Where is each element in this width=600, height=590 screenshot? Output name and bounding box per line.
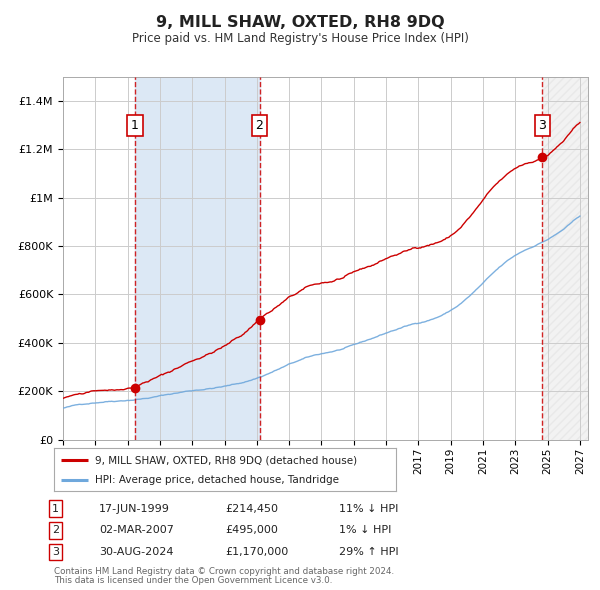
Text: 02-MAR-2007: 02-MAR-2007: [99, 526, 174, 535]
Text: 9, MILL SHAW, OXTED, RH8 9DQ (detached house): 9, MILL SHAW, OXTED, RH8 9DQ (detached h…: [95, 455, 357, 466]
Text: 30-AUG-2024: 30-AUG-2024: [99, 548, 173, 557]
Text: £1,170,000: £1,170,000: [225, 548, 288, 557]
Text: This data is licensed under the Open Government Licence v3.0.: This data is licensed under the Open Gov…: [54, 576, 332, 585]
Text: Price paid vs. HM Land Registry's House Price Index (HPI): Price paid vs. HM Land Registry's House …: [131, 32, 469, 45]
Text: 2: 2: [256, 119, 263, 132]
Text: HPI: Average price, detached house, Tandridge: HPI: Average price, detached house, Tand…: [95, 476, 339, 485]
Bar: [542, 77, 588, 440]
Text: 29% ↑ HPI: 29% ↑ HPI: [339, 548, 398, 557]
Bar: [135, 77, 260, 440]
Text: 1: 1: [131, 119, 139, 132]
Text: 1: 1: [52, 504, 59, 513]
Text: 9, MILL SHAW, OXTED, RH8 9DQ: 9, MILL SHAW, OXTED, RH8 9DQ: [155, 15, 445, 30]
Text: 3: 3: [538, 119, 546, 132]
Text: £214,450: £214,450: [225, 504, 278, 513]
Text: £495,000: £495,000: [225, 526, 278, 535]
Text: 2: 2: [52, 526, 59, 535]
Text: 11% ↓ HPI: 11% ↓ HPI: [339, 504, 398, 513]
Text: Contains HM Land Registry data © Crown copyright and database right 2024.: Contains HM Land Registry data © Crown c…: [54, 567, 394, 576]
Text: 3: 3: [52, 548, 59, 557]
Text: 17-JUN-1999: 17-JUN-1999: [99, 504, 170, 513]
Text: 1% ↓ HPI: 1% ↓ HPI: [339, 526, 391, 535]
